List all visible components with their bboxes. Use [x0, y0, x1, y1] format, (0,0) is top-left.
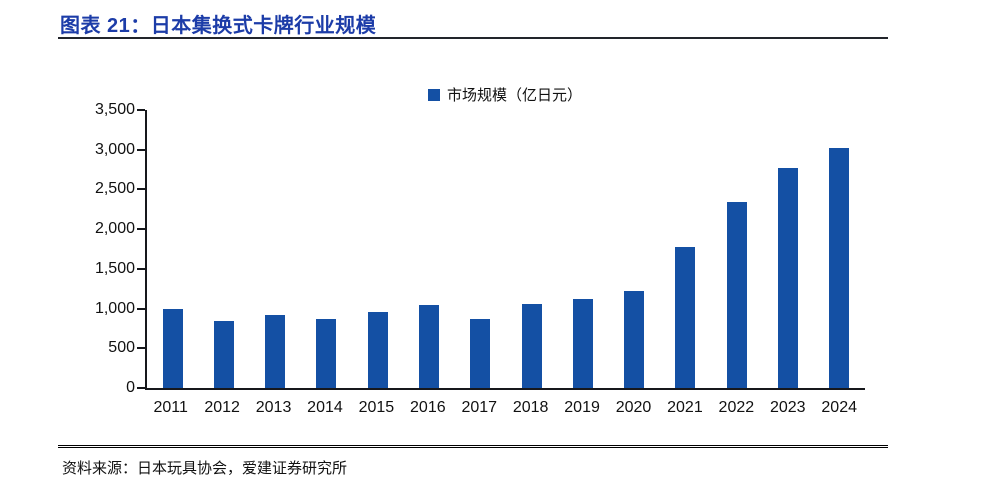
legend-label: 市场规模（亿日元） [446, 87, 582, 104]
bar-slot [250, 110, 301, 388]
x-axis-label: 2017 [461, 399, 498, 416]
bar-slot [506, 110, 557, 388]
y-axis-tick [137, 267, 145, 270]
x-axis-label: 2021 [667, 399, 703, 416]
x-axis-label: 2012 [204, 399, 240, 416]
bar-slot [352, 110, 403, 388]
y-axis-tick-label: 3,500 [94, 101, 135, 118]
bar-2024 [829, 148, 850, 388]
x-axis-label: 2013 [255, 399, 292, 416]
bar-2021 [675, 246, 696, 388]
bar-2012 [213, 320, 234, 388]
bar-2019 [572, 299, 593, 388]
bar-chart-plot-area: 0 500 1,000 1,500 2,000 2,500 3,000 3,500 [95, 102, 865, 396]
x-axis-label: 2019 [564, 399, 600, 416]
y-axis-tick [137, 387, 145, 389]
bar-slot [814, 110, 865, 388]
x-axis-label: 2016 [410, 399, 446, 416]
bar-slot [301, 110, 352, 388]
bar-slot [762, 110, 813, 388]
x-axis-label: 2011 [153, 399, 188, 416]
x-axis-label: 2022 [718, 399, 755, 416]
y-axis-tick-label: 0 [126, 379, 135, 396]
y-axis-tick [137, 148, 145, 151]
chart-legend: 市场规模（亿日元） [145, 84, 865, 105]
bar-2018 [521, 303, 542, 388]
bar-slot [147, 110, 198, 388]
y-axis-tick [137, 109, 145, 111]
source-note: 资料来源：日本玩具协会，爱建证券研究所 [62, 460, 348, 477]
bar-slot [198, 110, 249, 388]
figure-title: 图表 21：日本集换式卡牌行业规模 [60, 15, 377, 37]
x-axis-label: 2018 [512, 399, 549, 416]
x-axis-label: 2024 [821, 399, 857, 416]
bar-slot [455, 110, 506, 388]
bar-2016 [419, 305, 440, 388]
bar-2017 [470, 318, 491, 388]
bar-2011 [162, 308, 183, 388]
y-axis-tick-label: 500 [108, 339, 135, 357]
legend-swatch-icon [427, 88, 440, 101]
bar-2020 [624, 291, 645, 388]
x-axis-label: 2015 [358, 399, 395, 416]
y-axis-tick [137, 307, 145, 310]
x-axis-label: 2020 [615, 399, 652, 416]
x-axis-labels: 2011 2012 2013 2014 2015 2016 2017 2018 2019 2020… [145, 399, 865, 417]
bar-2015 [367, 311, 388, 388]
bar-slot [609, 110, 660, 388]
bar-2023 [778, 167, 799, 388]
bar-slot [403, 110, 454, 388]
bars-container [147, 110, 865, 388]
y-axis-tick [137, 188, 145, 191]
y-axis-tick-label: 2,500 [94, 180, 135, 198]
y-axis-tick-label: 1,500 [94, 259, 135, 277]
bar-slot [711, 110, 762, 388]
y-axis-tick-label: 3,000 [94, 140, 135, 158]
bar-2022 [726, 202, 747, 388]
bar-slot [557, 110, 608, 388]
y-axis-tick [137, 347, 145, 350]
x-axis-label: 2014 [307, 399, 343, 416]
footer-divider [58, 445, 888, 449]
y-axis-tick-label: 2,000 [94, 220, 135, 238]
bar-2013 [265, 314, 286, 388]
bar-slot [660, 110, 711, 388]
y-axis-tick [137, 228, 145, 231]
bar-2014 [316, 318, 337, 388]
y-axis-tick-label: 1,000 [94, 299, 135, 317]
x-axis-label: 2023 [769, 399, 806, 416]
title-divider [58, 37, 888, 39]
